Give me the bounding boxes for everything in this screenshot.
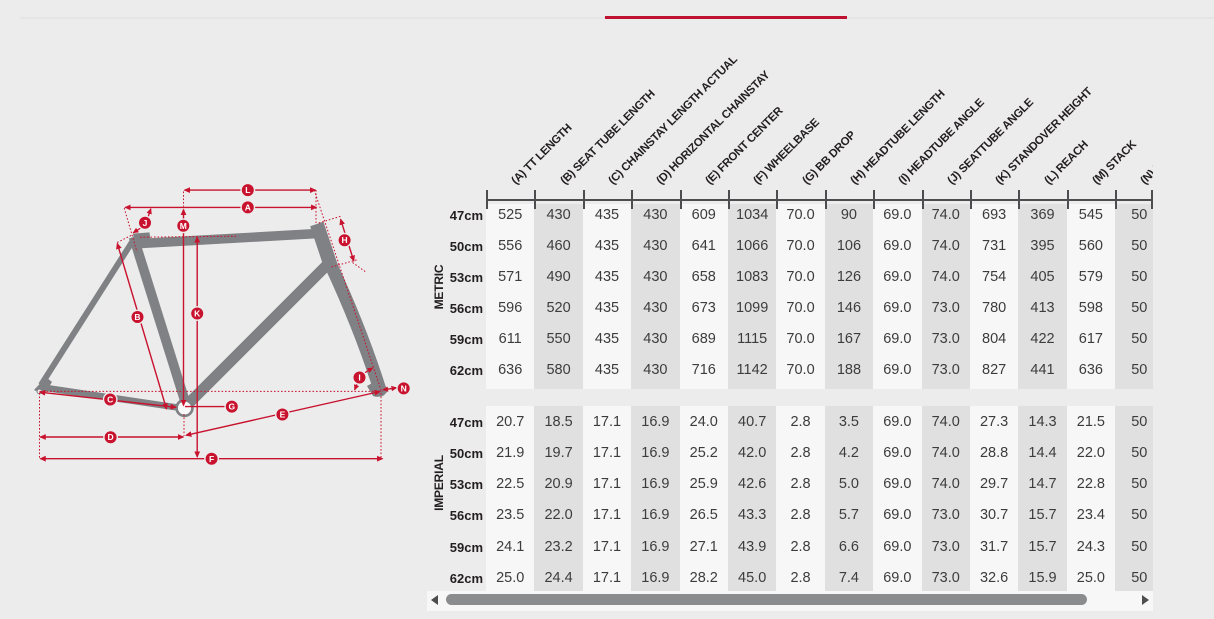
svg-text:N: N [401, 383, 407, 393]
svg-text:H: H [342, 235, 348, 245]
svg-text:J: J [143, 218, 148, 228]
svg-text:G: G [228, 402, 235, 412]
svg-text:A: A [245, 202, 251, 212]
svg-text:K: K [194, 309, 201, 319]
svg-text:L: L [245, 185, 250, 195]
svg-text:F: F [209, 454, 214, 464]
svg-text:E: E [280, 410, 286, 420]
svg-text:D: D [108, 432, 114, 442]
svg-text:M: M [180, 221, 187, 231]
svg-text:C: C [107, 395, 113, 405]
svg-text:B: B [134, 312, 140, 322]
svg-text:I: I [358, 373, 360, 383]
